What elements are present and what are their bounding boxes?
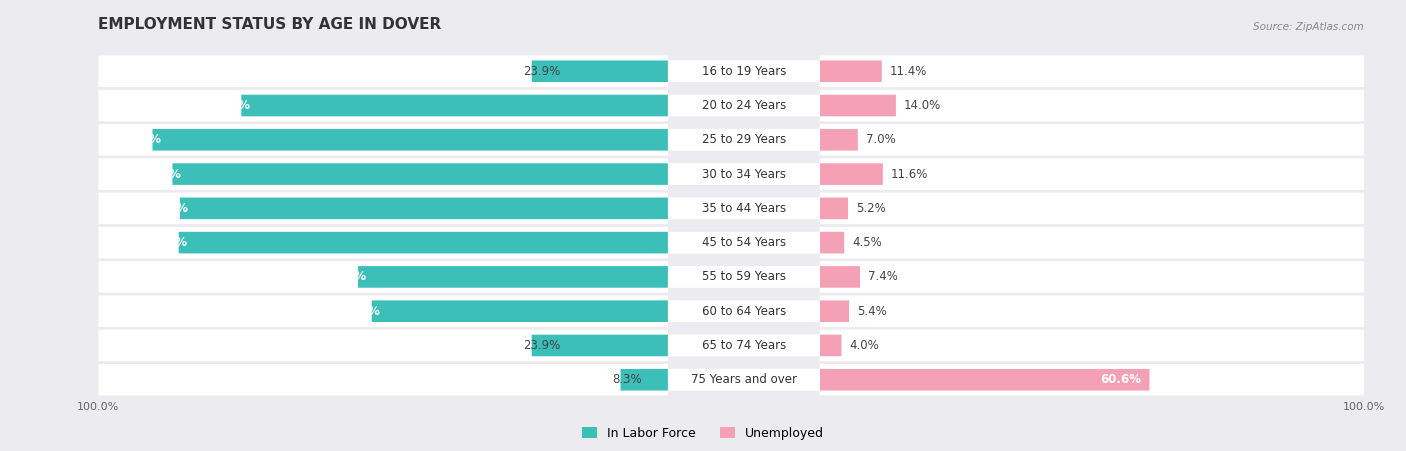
Text: 11.6%: 11.6%: [891, 168, 928, 180]
FancyBboxPatch shape: [820, 369, 1150, 391]
FancyBboxPatch shape: [180, 198, 668, 219]
FancyBboxPatch shape: [173, 163, 668, 185]
Text: 5.2%: 5.2%: [856, 202, 886, 215]
FancyBboxPatch shape: [820, 295, 1364, 327]
FancyBboxPatch shape: [665, 129, 823, 151]
FancyBboxPatch shape: [152, 129, 668, 151]
FancyBboxPatch shape: [820, 163, 883, 185]
Text: 85.7%: 85.7%: [148, 202, 188, 215]
Text: 74.9%: 74.9%: [209, 99, 250, 112]
FancyBboxPatch shape: [531, 335, 668, 356]
Text: 7.0%: 7.0%: [866, 133, 896, 146]
FancyBboxPatch shape: [820, 300, 849, 322]
Text: EMPLOYMENT STATUS BY AGE IN DOVER: EMPLOYMENT STATUS BY AGE IN DOVER: [98, 17, 441, 32]
Text: 85.9%: 85.9%: [146, 236, 187, 249]
Text: 7.4%: 7.4%: [868, 271, 898, 283]
Text: 65 to 74 Years: 65 to 74 Years: [702, 339, 786, 352]
FancyBboxPatch shape: [98, 193, 668, 224]
FancyBboxPatch shape: [820, 124, 1364, 156]
Text: 45 to 54 Years: 45 to 54 Years: [702, 236, 786, 249]
FancyBboxPatch shape: [179, 232, 668, 253]
Text: 20 to 24 Years: 20 to 24 Years: [702, 99, 786, 112]
FancyBboxPatch shape: [665, 95, 823, 116]
Legend: In Labor Force, Unemployed: In Labor Force, Unemployed: [576, 422, 830, 445]
FancyBboxPatch shape: [359, 266, 668, 288]
Text: 60.6%: 60.6%: [1101, 373, 1142, 386]
FancyBboxPatch shape: [98, 295, 668, 327]
FancyBboxPatch shape: [820, 55, 1364, 87]
FancyBboxPatch shape: [531, 60, 668, 82]
Text: 35 to 44 Years: 35 to 44 Years: [702, 202, 786, 215]
FancyBboxPatch shape: [98, 90, 668, 121]
FancyBboxPatch shape: [98, 227, 668, 258]
FancyBboxPatch shape: [820, 129, 858, 151]
FancyBboxPatch shape: [242, 95, 668, 116]
FancyBboxPatch shape: [98, 124, 668, 156]
FancyBboxPatch shape: [620, 369, 668, 391]
Text: 8.3%: 8.3%: [612, 373, 641, 386]
Text: 90.5%: 90.5%: [120, 133, 162, 146]
FancyBboxPatch shape: [820, 330, 1364, 361]
Text: 23.9%: 23.9%: [523, 65, 561, 78]
Text: 5.4%: 5.4%: [858, 305, 887, 318]
FancyBboxPatch shape: [665, 163, 823, 185]
FancyBboxPatch shape: [820, 364, 1364, 396]
FancyBboxPatch shape: [820, 193, 1364, 224]
Text: Source: ZipAtlas.com: Source: ZipAtlas.com: [1253, 22, 1364, 32]
FancyBboxPatch shape: [665, 369, 823, 391]
FancyBboxPatch shape: [820, 261, 1364, 293]
FancyBboxPatch shape: [665, 266, 823, 288]
FancyBboxPatch shape: [820, 198, 848, 219]
FancyBboxPatch shape: [98, 158, 668, 190]
Text: 87.0%: 87.0%: [141, 168, 181, 180]
FancyBboxPatch shape: [371, 300, 668, 322]
FancyBboxPatch shape: [665, 335, 823, 356]
FancyBboxPatch shape: [820, 227, 1364, 258]
Text: 25 to 29 Years: 25 to 29 Years: [702, 133, 786, 146]
FancyBboxPatch shape: [820, 232, 844, 253]
FancyBboxPatch shape: [820, 266, 860, 288]
FancyBboxPatch shape: [665, 198, 823, 219]
Text: 4.0%: 4.0%: [849, 339, 879, 352]
FancyBboxPatch shape: [98, 55, 668, 87]
Text: 52.0%: 52.0%: [339, 305, 380, 318]
FancyBboxPatch shape: [820, 90, 1364, 121]
FancyBboxPatch shape: [98, 330, 668, 361]
FancyBboxPatch shape: [665, 232, 823, 253]
Text: 14.0%: 14.0%: [904, 99, 941, 112]
Text: 30 to 34 Years: 30 to 34 Years: [702, 168, 786, 180]
FancyBboxPatch shape: [98, 364, 668, 396]
Text: 60 to 64 Years: 60 to 64 Years: [702, 305, 786, 318]
FancyBboxPatch shape: [665, 60, 823, 82]
FancyBboxPatch shape: [820, 95, 896, 116]
Text: 55 to 59 Years: 55 to 59 Years: [702, 271, 786, 283]
Text: 11.4%: 11.4%: [890, 65, 928, 78]
FancyBboxPatch shape: [98, 261, 668, 293]
FancyBboxPatch shape: [820, 60, 882, 82]
FancyBboxPatch shape: [665, 300, 823, 322]
Text: 4.5%: 4.5%: [852, 236, 882, 249]
FancyBboxPatch shape: [820, 335, 841, 356]
FancyBboxPatch shape: [820, 158, 1364, 190]
Text: 54.4%: 54.4%: [326, 271, 367, 283]
Text: 23.9%: 23.9%: [523, 339, 561, 352]
Text: 75 Years and over: 75 Years and over: [690, 373, 797, 386]
Text: 16 to 19 Years: 16 to 19 Years: [702, 65, 786, 78]
